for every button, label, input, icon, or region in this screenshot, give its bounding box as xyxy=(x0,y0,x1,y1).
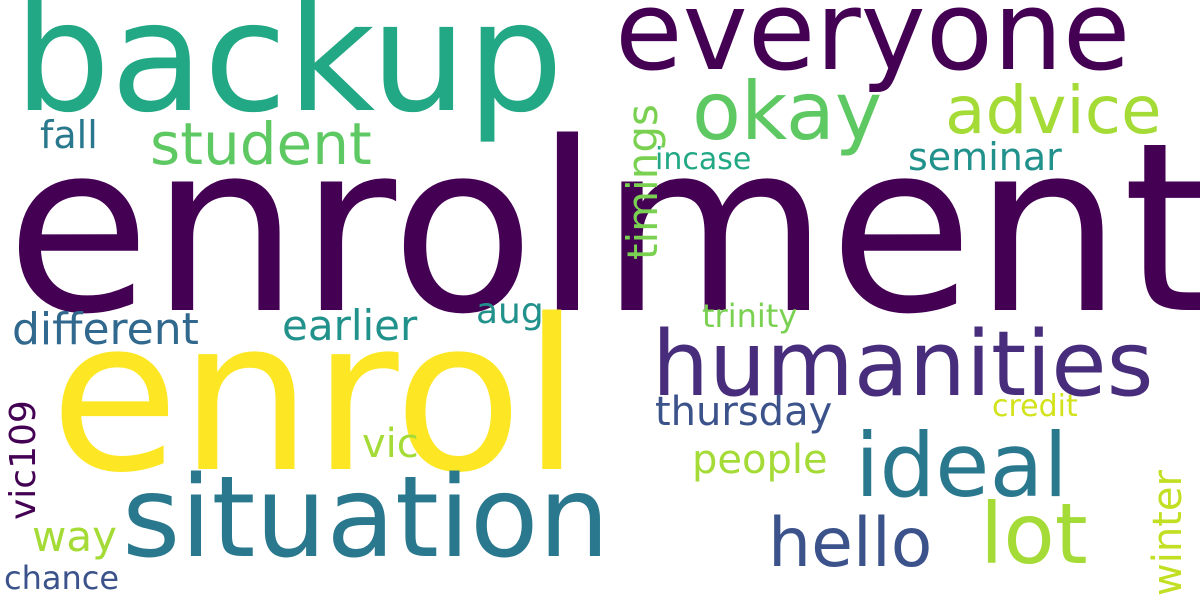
word-everyone: everyone xyxy=(615,0,1131,95)
word-advice: advice xyxy=(945,72,1162,149)
word-enrolment: enrolment xyxy=(6,93,1200,366)
word-ideal: ideal xyxy=(855,414,1068,517)
word-chance: chance xyxy=(4,559,120,597)
word-vic: vic xyxy=(362,421,419,467)
word-timings: timings xyxy=(618,104,667,260)
word-backup: backup xyxy=(14,0,564,146)
word-incase: incase xyxy=(655,142,752,177)
word-okay: okay xyxy=(692,65,883,158)
word-lot: lot xyxy=(980,485,1088,583)
word-situation: situation xyxy=(122,453,610,583)
word-humanities: humanities xyxy=(652,312,1154,417)
word-winter: winter xyxy=(1145,470,1191,596)
word-hello: hello xyxy=(768,504,933,583)
word-people: people xyxy=(692,437,828,483)
word-way: way xyxy=(32,512,117,561)
word-aug: aug xyxy=(476,291,544,332)
word-vic109: vic109 xyxy=(3,400,44,520)
word-fall: fall xyxy=(40,113,98,157)
word-credit: credit xyxy=(992,389,1078,424)
word-enrol: enrol xyxy=(50,274,581,519)
word-trinity: trinity xyxy=(702,297,798,335)
word-student: student xyxy=(150,110,372,178)
word-earlier: earlier xyxy=(282,301,418,350)
word-seminar: seminar xyxy=(908,135,1062,179)
word-thursday: thursday xyxy=(655,389,833,435)
word-different: different xyxy=(12,304,199,355)
